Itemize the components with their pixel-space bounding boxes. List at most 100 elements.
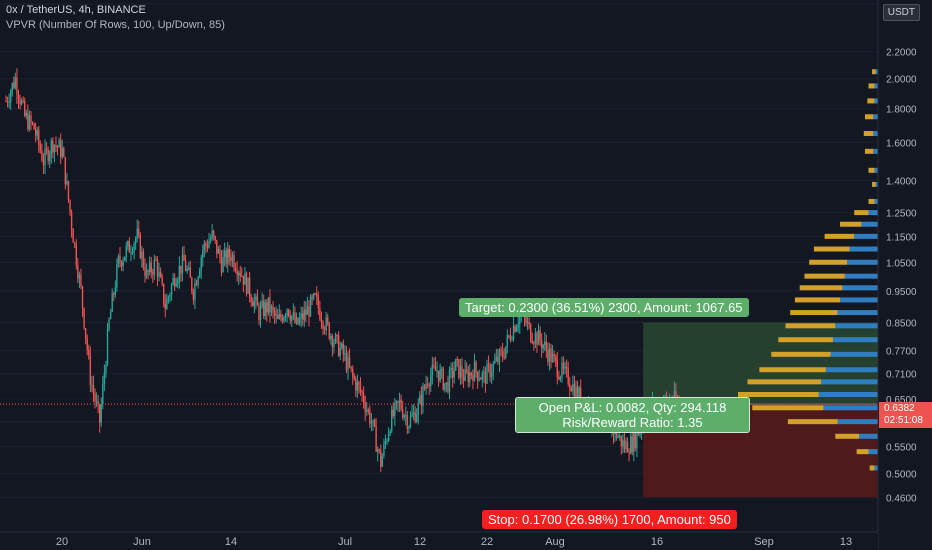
candle-body [78,274,81,279]
time-tick-label: Sep [754,536,774,548]
candle-body [456,358,459,360]
candle-body [341,343,343,348]
price-tick-label: 1.4000 [886,176,917,187]
candle-body [102,383,104,405]
candle-body [623,440,626,450]
volume-row-down [804,273,845,279]
candle-body [320,319,323,323]
price-axis[interactable]: 2.2000 2.0000 1.8000 1.6000 1.4000 1.2500 1.15… [877,0,932,550]
candle-body [291,315,293,321]
candle-body [100,404,102,423]
candle-body [236,270,238,276]
candle-body [445,382,448,384]
candle-body [425,384,427,389]
candle-body [361,391,363,394]
candle-body [38,130,40,145]
candle-body [505,346,507,358]
candle-body [64,156,67,185]
candle-body [565,366,568,368]
candle-body [166,298,168,310]
candle-body [250,296,252,303]
candle-body [555,356,557,360]
candle-body [256,296,259,306]
candle-body [306,306,309,315]
candle-body [492,363,494,373]
candle-body [316,293,318,297]
candle-body [195,283,198,286]
candle-body [356,382,359,391]
candle-body [384,441,387,444]
candle-body [673,390,676,402]
candle-body [531,341,533,343]
candle-body [228,248,231,258]
candle-body [572,383,574,392]
candle-body [22,100,24,102]
candle-body [412,412,415,415]
volume-row-up [874,83,878,89]
risk-reward-text: Risk/Reward Ratio: 1.35 [562,415,703,430]
candle-body [637,431,640,436]
candle-body [561,362,563,377]
volume-row-up [823,405,878,411]
candle-body [33,123,35,130]
price-tick-label: 0.5500 [886,442,917,453]
candle-body [436,370,438,372]
candle-body [629,435,632,454]
candle-body [108,318,110,330]
price-tick-label: 0.7700 [886,347,917,358]
volume-row-up [847,259,878,265]
candle-body [281,317,284,322]
volume-row-up [873,131,878,137]
position-pnl-box[interactable]: Open P&L: 0.0082, Qty: 294.118 Risk/Rewa… [515,397,750,433]
symbol-title[interactable]: 0x / TetherUS, 4h, BINANCE [6,4,146,16]
candle-body [380,450,382,467]
volume-row-up [874,98,878,104]
candle-body [330,336,332,339]
volume-row-down [787,419,838,425]
candle-body [156,260,159,277]
candle-body [216,239,218,254]
indicator-title[interactable]: VPVR (Number Of Rows, 100, Up/Down, 85) [6,19,225,31]
volume-row-down [863,131,874,137]
candle-body [358,382,360,386]
candle-body [325,317,327,331]
candle-body [381,455,384,467]
candle-body [395,401,398,403]
candle-body [483,371,485,373]
open-pnl-text: Open P&L: 0.0082, Qty: 294.118 [538,400,727,415]
candle-body [403,415,405,418]
candle-body [517,324,519,328]
candle-body [245,273,248,294]
candle-body [450,367,452,370]
time-axis[interactable]: 20 Jun 14 Jul 12 22 Aug 16 Sep 13 [0,531,878,550]
candle-body [198,270,201,278]
last-price-tag: 0.6382 02:51:08 [879,402,932,428]
candle-body [386,440,388,442]
candle-body [545,341,548,350]
volume-row-down [813,246,850,252]
candle-body [617,436,619,438]
volume-row-down [835,433,860,439]
currency-badge[interactable]: USDT [882,4,920,21]
candle-body [94,393,96,402]
candle-body [209,238,212,242]
candle-body [398,399,401,403]
candle-body [253,300,256,307]
last-price-value: 0.6382 [884,403,915,414]
candle-body [473,361,476,381]
candle-body [455,358,457,371]
time-tick-label: 22 [481,536,493,548]
candle-body [339,347,341,356]
candle-body [113,293,115,295]
countdown-value: 02:51:08 [884,415,923,426]
candle-body [375,425,377,452]
candle-body [205,243,207,246]
candle-body [392,409,394,417]
candle-body [414,412,416,422]
candle-body [367,410,370,412]
time-tick-label: 20 [56,536,68,548]
candle-body [322,322,324,329]
candle-body [298,318,301,324]
candle-body [175,283,177,287]
